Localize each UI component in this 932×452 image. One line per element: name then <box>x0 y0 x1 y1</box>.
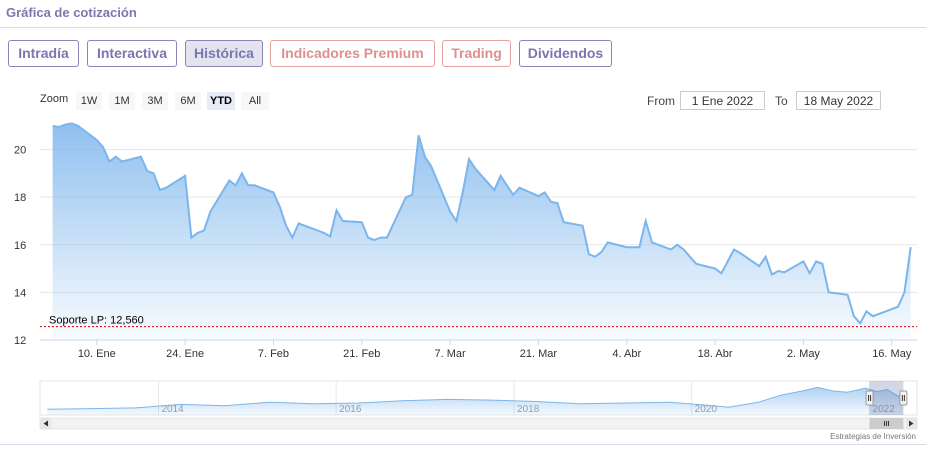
arrow-left-icon <box>43 420 48 427</box>
tab-intradia[interactable]: Intradía <box>8 40 79 67</box>
tab-historica[interactable]: Histórica <box>185 40 263 67</box>
x-tick-label: 2. May <box>787 348 821 360</box>
x-tick-label: 24. Ene <box>166 348 204 360</box>
support-label: Soporte LP: 12,560 <box>49 315 144 327</box>
zoom-1m-button[interactable]: 1M <box>109 92 135 110</box>
from-date-input[interactable]: 1 Ene 2022 <box>680 91 765 110</box>
x-tick-label: 10. Ene <box>78 348 116 360</box>
credits: Estrategias de Inversión <box>830 432 916 441</box>
x-axis: 10. Ene 24. Ene 7. Feb 21. Feb 7. Mar 21. Mar… <box>78 340 912 360</box>
tab-dividendos[interactable]: Dividendos <box>519 40 612 67</box>
tab-interactiva[interactable]: Interactiva <box>87 40 177 67</box>
handle-body <box>865 390 874 406</box>
y-tick-label: 16 <box>14 240 26 252</box>
navigator-area <box>47 387 904 415</box>
x-tick-label: 7. Mar <box>435 348 467 360</box>
title-divider <box>0 27 926 28</box>
bottom-divider <box>0 444 926 445</box>
x-tick-label: 7. Feb <box>258 348 289 360</box>
zoom-1w-button[interactable]: 1W <box>76 92 102 110</box>
y-axis: 12 14 16 18 20 <box>14 145 26 347</box>
x-tick-label: 18. Abr <box>698 348 733 360</box>
tab-indicadores-premium[interactable]: Indicadores Premium <box>270 40 435 67</box>
page-title: Gráfica de cotización <box>6 5 137 20</box>
scrollbar-track[interactable] <box>39 417 918 430</box>
x-tick-label: 21. Feb <box>343 348 380 360</box>
y-tick-label: 18 <box>14 192 26 204</box>
handle-body <box>899 390 908 406</box>
y-tick-label: 14 <box>14 287 26 299</box>
zoom-label: Zoom <box>40 93 69 105</box>
arrow-right-icon <box>909 420 914 427</box>
price-line <box>52 122 912 326</box>
navigator-handle-left[interactable] <box>865 390 874 406</box>
zoom-3m-button[interactable]: 3M <box>142 92 168 110</box>
y-tick-label: 12 <box>14 335 26 347</box>
zoom-6m-button[interactable]: 6M <box>175 92 201 110</box>
x-tick-label: 16. May <box>872 348 912 360</box>
zoom-all-button[interactable]: All <box>241 92 269 110</box>
to-date-input[interactable]: 18 May 2022 <box>796 91 881 110</box>
from-label: From <box>647 94 675 108</box>
grip-icon <box>883 421 889 426</box>
price-area <box>52 123 911 341</box>
x-tick-label: 4. Abr <box>612 348 641 360</box>
navigator-selection[interactable] <box>869 381 904 415</box>
navigator-line <box>47 386 904 410</box>
tab-trading[interactable]: Trading <box>442 40 511 67</box>
zoom-ytd-button[interactable]: YTD <box>207 92 235 110</box>
y-tick-label: 20 <box>14 145 26 157</box>
navigator-handle-right[interactable] <box>899 390 908 406</box>
x-tick-label: 21. Mar <box>520 348 558 360</box>
to-label: To <box>775 94 788 108</box>
